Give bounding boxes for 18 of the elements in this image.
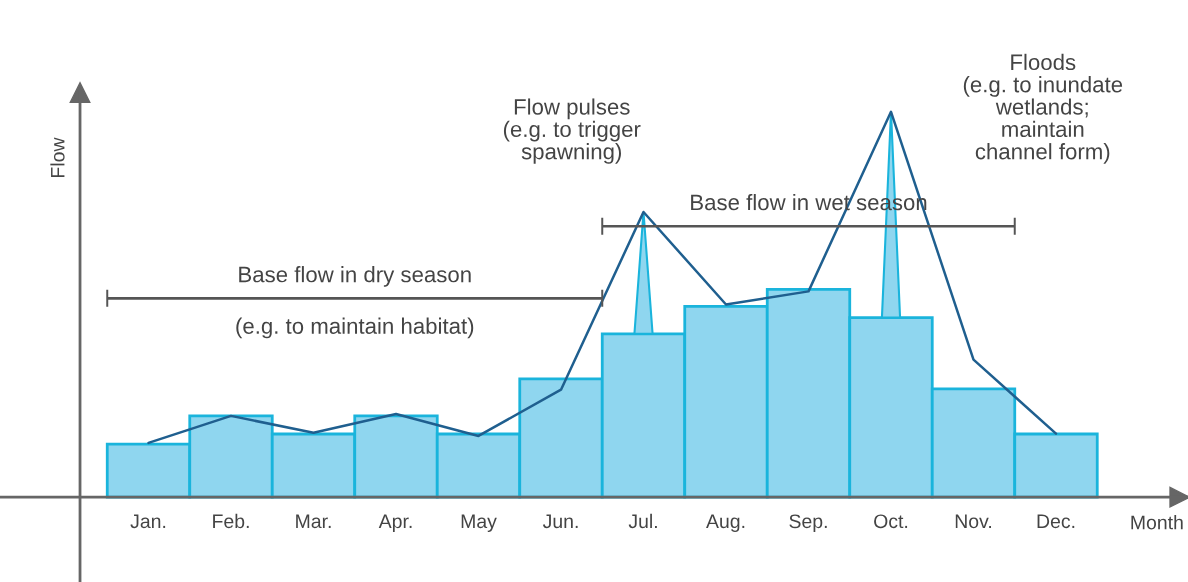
annotation: Base flow in dry season	[239, 266, 471, 287]
x-axis-title: Month	[1131, 515, 1183, 530]
x-tick-label: Apr.	[378, 514, 412, 532]
x-tick-label: Oct.	[874, 514, 908, 529]
annotation: Floods (e.g. to inundate wetlands; maintain channel form)	[963, 53, 1123, 164]
x-tick-label: Aug.	[706, 514, 745, 532]
x-tick-label: May	[461, 514, 497, 532]
x-tick-label: Nov.	[955, 514, 991, 529]
annotation: (e.g. to maintain habitat)	[236, 317, 474, 339]
x-tick-label: Jun.	[542, 514, 578, 529]
annotation: Flow pulses (e.g. to trigger spawning)	[503, 98, 641, 164]
x-tick-label: Jan.	[130, 514, 166, 529]
y-axis-title: Flow	[50, 137, 65, 177]
x-tick-label: Dec.	[1037, 514, 1075, 529]
x-tick-label: Sep.	[789, 514, 827, 532]
x-tick-label: Jul.	[628, 513, 657, 529]
x-tick-label: Feb.	[213, 513, 249, 529]
x-tick-label: Mar.	[296, 514, 331, 529]
